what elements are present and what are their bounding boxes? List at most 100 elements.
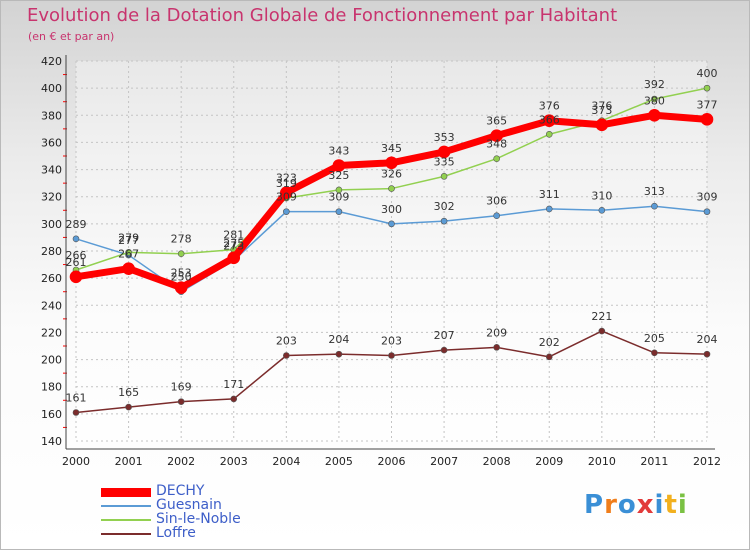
legend-swatch-sin-le-noble — [101, 519, 151, 521]
data-label-dechy: 323 — [276, 172, 297, 185]
data-label-sin-le-noble: 279 — [118, 231, 139, 244]
logo-letter: o — [617, 490, 637, 520]
point-guesnain — [651, 202, 658, 210]
data-label-loffre: 169 — [171, 381, 192, 394]
y-tick-label: 360 — [41, 136, 62, 149]
point-guesnain — [440, 217, 448, 225]
point-loffre — [388, 352, 395, 359]
point-loffre — [545, 353, 553, 361]
data-label-loffre: 161 — [66, 392, 87, 405]
point-sin-le-noble — [388, 185, 395, 192]
x-tick-label: 2001 — [115, 455, 143, 468]
axes: 140 160 180 200 220 240 260 280 300 320 340 360 380 4… — [41, 55, 721, 468]
point-dechy — [542, 114, 556, 128]
point-loffre — [125, 403, 132, 411]
data-label-loffre: 221 — [591, 310, 612, 323]
x-tick-label: 2005 — [325, 455, 353, 468]
point-dechy — [122, 262, 135, 275]
data-label-dechy: 267 — [118, 248, 139, 261]
point-sin-le-noble — [125, 249, 132, 256]
legend-swatch-guesnain — [101, 505, 151, 507]
point-dechy — [69, 270, 83, 284]
legend-label-guesnain: Guesnain — [156, 497, 222, 513]
data-label-sin-le-noble: 348 — [486, 138, 507, 151]
data-label-loffre: 204 — [697, 333, 718, 346]
data-label-dechy: 343 — [328, 145, 349, 158]
x-tick-label: 2012 — [693, 455, 721, 468]
y-tick-label: 160 — [41, 408, 62, 421]
point-loffre — [651, 349, 658, 357]
point-loffre — [493, 344, 500, 351]
logo-letter: t — [664, 490, 678, 520]
data-label-dechy: 261 — [66, 256, 87, 269]
point-guesnain — [493, 212, 500, 220]
x-tick-label: 2010 — [588, 455, 616, 468]
point-loffre — [335, 350, 343, 358]
data-label-guesnain: 313 — [644, 185, 665, 198]
data-label-dechy: 380 — [644, 94, 665, 107]
point-sin-le-noble — [493, 155, 500, 163]
point-loffre — [72, 409, 80, 416]
data-label-loffre: 203 — [381, 335, 402, 348]
logo-letter: i — [677, 490, 688, 520]
y-tick-label: 420 — [41, 55, 62, 68]
point-sin-le-noble — [703, 84, 711, 92]
point-loffre — [598, 327, 606, 335]
data-label-dechy: 345 — [381, 142, 402, 155]
data-label-guesnain: 306 — [486, 195, 507, 208]
data-label-dechy: 253 — [171, 267, 192, 280]
point-guesnain — [598, 206, 606, 214]
legend-label-dechy: DECHY — [156, 483, 205, 499]
point-guesnain — [72, 235, 80, 243]
y-tick-label: 340 — [41, 164, 62, 177]
data-label-loffre: 202 — [539, 336, 560, 349]
point-dechy — [490, 129, 503, 142]
logo-letter: P — [584, 490, 605, 520]
data-label-loffre: 165 — [118, 386, 139, 399]
legend-item-loffre: Loffre — [101, 525, 321, 541]
point-dechy — [332, 159, 346, 172]
point-dechy — [595, 118, 609, 132]
legend-swatch-loffre — [101, 533, 151, 535]
point-guesnain — [388, 220, 395, 228]
data-label-guesnain: 302 — [434, 200, 455, 213]
legend-label-loffre: Loffre — [156, 525, 196, 541]
point-loffre — [177, 398, 185, 405]
x-tick-label: 2000 — [62, 455, 90, 468]
proxiti-logo: Proxiti — [584, 490, 688, 520]
data-label-sin-le-noble: 335 — [434, 155, 455, 168]
data-label-guesnain: 289 — [66, 218, 87, 231]
data-label-loffre: 204 — [328, 333, 349, 346]
y-tick-label: 220 — [41, 326, 62, 339]
point-guesnain — [335, 208, 343, 215]
x-tick-label: 2008 — [483, 455, 511, 468]
data-label-loffre: 203 — [276, 335, 297, 348]
data-label-sin-le-noble: 319 — [276, 177, 297, 190]
legend-item-guesnain: Guesnain — [101, 497, 321, 513]
data-label-guesnain: 309 — [328, 191, 349, 204]
data-label-sin-le-noble: 400 — [697, 67, 718, 80]
legend-item-dechy: DECHY — [101, 483, 321, 499]
point-sin-le-noble — [440, 173, 448, 180]
point-sin-le-noble — [651, 95, 658, 103]
data-label-sin-le-noble: 266 — [66, 249, 87, 262]
x-tick-label: 2009 — [535, 455, 563, 468]
data-label-loffre: 171 — [223, 378, 244, 391]
point-sin-le-noble — [335, 186, 343, 194]
y-tick-label: 200 — [41, 354, 62, 367]
y-tick-label: 260 — [41, 272, 62, 285]
data-label-guesnain: 277 — [118, 234, 139, 247]
point-guesnain — [703, 208, 711, 215]
chart-title: Evolution de la Dotation Globale de Fonc… — [27, 5, 618, 26]
legend-swatch-dechy — [101, 487, 151, 497]
logo-letter: r — [604, 490, 618, 520]
point-sin-le-noble — [545, 130, 553, 138]
data-label-guesnain: 250 — [171, 271, 192, 284]
y-tick-label: 380 — [41, 109, 62, 122]
point-dechy — [174, 281, 188, 294]
x-tick-label: 2004 — [272, 455, 300, 468]
point-dechy — [227, 251, 241, 265]
data-label-dechy: 376 — [539, 100, 560, 113]
